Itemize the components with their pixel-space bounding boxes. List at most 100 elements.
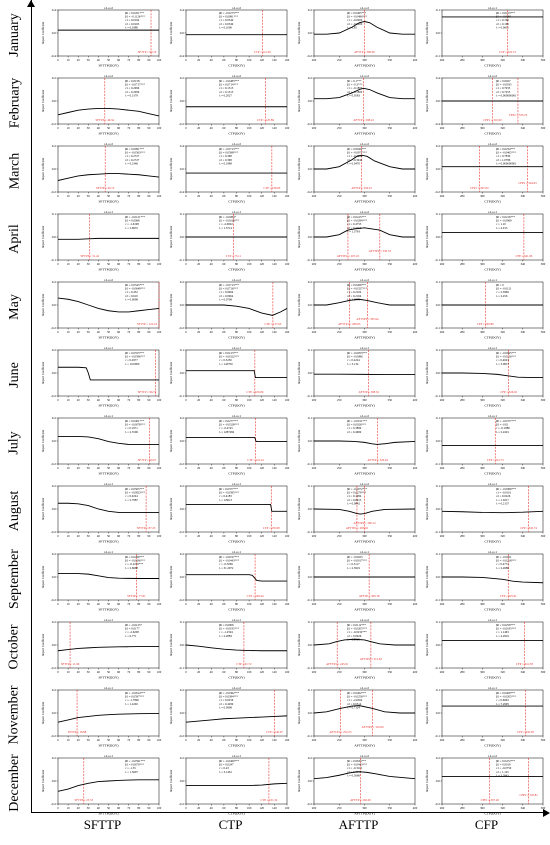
x-tick-label: 300 [480, 262, 485, 266]
x-tick-label: 80 [235, 534, 239, 538]
stat-text: c1 = 0.7935 [496, 86, 511, 90]
x-tick-label: 140 [272, 466, 277, 470]
y-axis-label: Impact Coefficient [425, 498, 429, 521]
y-tick-label: 0.2 [308, 144, 313, 148]
x-tick-label: 140 [272, 262, 277, 266]
x-axis-label: AFTTP(DOY) [354, 472, 375, 476]
stat-text: β0 = -0.0460*** [219, 759, 239, 763]
impact-curve [57, 779, 159, 792]
x-tick-label: 250 [337, 262, 342, 266]
stat-text: λ = 2.7987 [125, 498, 138, 502]
panel-november-ctp: r-Lo=2 -0.2 0.0 0.2 0 20 40 60 80 100 120 140 160 CTP… [166, 684, 291, 750]
stat-text: β1 = 0.0716*** [219, 287, 238, 291]
x-tick-label: 200 [312, 126, 317, 130]
stat-text: λ = 0.0583 [347, 93, 360, 97]
x-tick-label: 300 [480, 738, 485, 742]
stat-text: β0 = -0.0072*** [347, 487, 367, 491]
x-axis-label: AFTTP(DOY) [354, 64, 375, 68]
stat-text: β1 = -0.0443*** [219, 559, 239, 563]
x-axis-label: CTP(DOY) [228, 540, 245, 544]
panel-svg: r-Lo=1 -0.2 0.0 0.2 0 20 40 60 80 100 120 140 160 CTP… [169, 414, 290, 476]
x-tick-label: 80 [137, 398, 141, 402]
x-axis-label: SFTTP(DOY) [98, 64, 119, 68]
x-tick-label: 320 [500, 806, 505, 810]
y-tick-label: -0.1 [435, 258, 441, 262]
x-tick-label: 140 [272, 602, 277, 606]
x-tick-label: 350 [388, 330, 393, 334]
stat-text: β1 = -0.0977*** [347, 151, 367, 155]
stat-text: β1 = -0.0069 [496, 219, 512, 223]
y-tick-label: 0.0 [308, 779, 313, 783]
stat-text: β1 = -0.0465*** [496, 151, 516, 155]
panel-september-afttp: r-Lo=1 -0.1 0.0 0.1 200 250 300 350 400 AFTTP(DOY… [294, 548, 419, 614]
panel-march-afttp: r-Lo=2 -0.2 0.0 0.2 200 250 300 350 400 AFTTP(DOY… [294, 140, 419, 206]
x-tick-label: 10 [67, 466, 71, 470]
panel-april-sfttp: r-Lo=1 -0.1 0.0 0.1 0 10 20 30 40 50 60 70 80 90 100 SF… [38, 208, 163, 274]
x-tick-label: 10 [67, 602, 71, 606]
x-tick-label: 0 [57, 126, 59, 130]
y-tick-label: 0.0 [52, 235, 57, 239]
y-axis-label: Impact Coefficient [41, 362, 45, 385]
x-tick-label: 320 [500, 738, 505, 742]
stat-text: λ = 0.1989 [219, 161, 232, 165]
threshold-marker-label: AFTTP2 = 300.12 [353, 521, 376, 525]
panel-august-cfp: r-Lo=1 -0.1 0.0 0.1 260 280 300 320 340 360 CTP(DO… [422, 480, 547, 546]
x-tick-label: 50 [107, 602, 111, 606]
y-axis-label: Impact Coefficient [297, 362, 301, 385]
impact-curve [186, 370, 287, 379]
x-tick-label: 80 [137, 466, 141, 470]
x-tick-label: 160 [285, 534, 290, 538]
x-tick-label: 50 [107, 58, 111, 62]
stat-text: c1 = -2.6304 [347, 698, 363, 702]
stat-text: λ = 0.1000 [219, 25, 232, 29]
stat-text: β0 = -0.0197*** [219, 555, 239, 559]
x-tick-label: 20 [197, 262, 201, 266]
threshold-marker-label: CFP = 312.73 [487, 458, 504, 462]
x-tick-label: 260 [440, 58, 445, 62]
x-tick-label: 0 [185, 806, 187, 810]
threshold-marker-label: SFTTP = 122.19 [137, 322, 158, 326]
x-tick-label: 90 [147, 466, 151, 470]
x-tick-label: 20 [197, 602, 201, 606]
y-axis-label: Impact Coefficient [169, 362, 173, 385]
y-tick-label: -0.2 [179, 530, 185, 534]
x-tick-label: 20 [77, 602, 81, 606]
x-tick-label: 80 [235, 670, 239, 674]
stat-text: c2 = 0.368 [219, 158, 232, 162]
x-tick-label: 60 [222, 466, 226, 470]
x-tick-label: 300 [362, 806, 367, 810]
y-tick-label: 0.0 [436, 575, 441, 579]
x-tick-label: 80 [137, 126, 141, 130]
threshold-marker-label: AFTTP1 = 245.91 [326, 662, 349, 666]
x-axis-label: CTP(DOY) [484, 812, 501, 816]
x-tick-label: 300 [362, 670, 367, 674]
x-tick-label: 140 [272, 738, 277, 742]
x-tick-label: 320 [500, 602, 505, 606]
y-axis-label: Impact Coefficient [41, 770, 45, 793]
month-label-july: July [7, 431, 22, 455]
month-label-november: November [7, 685, 22, 745]
stat-text: λ = 0.2027 [219, 93, 232, 97]
stat-text: c2 = 0.3331 [347, 770, 362, 774]
x-tick-label: 20 [197, 398, 201, 402]
stat-text: c2 = 0.0226 [496, 494, 511, 498]
y-tick-label: -0.4 [179, 54, 185, 58]
x-tick-label: 100 [157, 738, 162, 742]
threshold-marker-label: CFP = 345.74 [520, 526, 537, 530]
x-tick-label: 300 [362, 398, 367, 402]
x-tick-label: 80 [137, 330, 141, 334]
y-axis-label: Impact Coefficient [425, 294, 429, 317]
panel-july-sfttp: r-Lo=1 -0.2 0.0 0.2 0 10 20 30 40 50 60 70 80 90 100 SF… [38, 412, 163, 478]
x-tick-label: 120 [260, 330, 265, 334]
threshold-marker-label: SFTTP = 90.67 [138, 458, 157, 462]
x-tick-label: 70 [127, 58, 131, 62]
threshold-marker-label: CTP = 324.74 [499, 50, 516, 54]
panel-title: r-Lo=2 [232, 6, 241, 10]
x-tick-label: 50 [107, 194, 111, 198]
stat-text: λ = 3.0817 [496, 362, 509, 366]
y-tick-label: 0.1 [180, 212, 185, 216]
threshold-marker-label: CFP1 = 310.00 [483, 118, 502, 122]
x-tick-label: 40 [210, 738, 214, 742]
month-label-may: May [6, 294, 22, 320]
x-tick-label: 140 [272, 534, 277, 538]
